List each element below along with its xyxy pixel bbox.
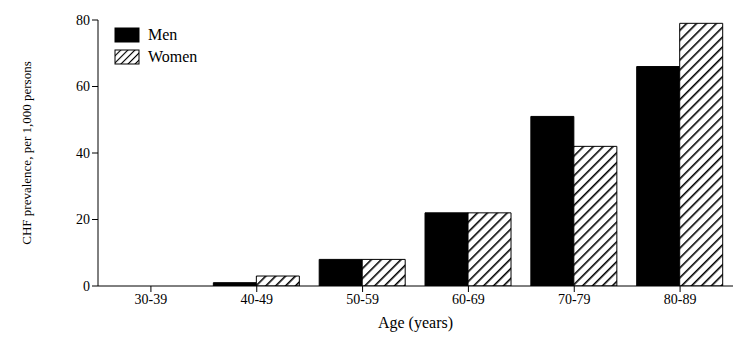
svg-text:80: 80 — [76, 13, 90, 28]
html-text:Men: Men — [148, 26, 178, 43]
svg-text:20: 20 — [76, 212, 90, 227]
svg-text:0: 0 — [83, 279, 90, 294]
svg-text:40-49: 40-49 — [240, 292, 273, 307]
svg-text:Age (years): Age (years) — [378, 314, 453, 332]
svg-text:40: 40 — [76, 146, 90, 161]
svg-text:80-89: 80-89 — [664, 292, 697, 307]
svg-text:60-69: 60-69 — [452, 292, 485, 307]
svg-text:50-59: 50-59 — [346, 292, 379, 307]
svg-text:70-79: 70-79 — [558, 292, 591, 307]
svg-text:60: 60 — [76, 79, 90, 94]
html-text:Women: Women — [148, 48, 198, 65]
svg-text:30-39: 30-39 — [135, 292, 168, 307]
svg-text:CHF prevalence, per 1,000 pers: CHF prevalence, per 1,000 persons — [19, 61, 34, 244]
